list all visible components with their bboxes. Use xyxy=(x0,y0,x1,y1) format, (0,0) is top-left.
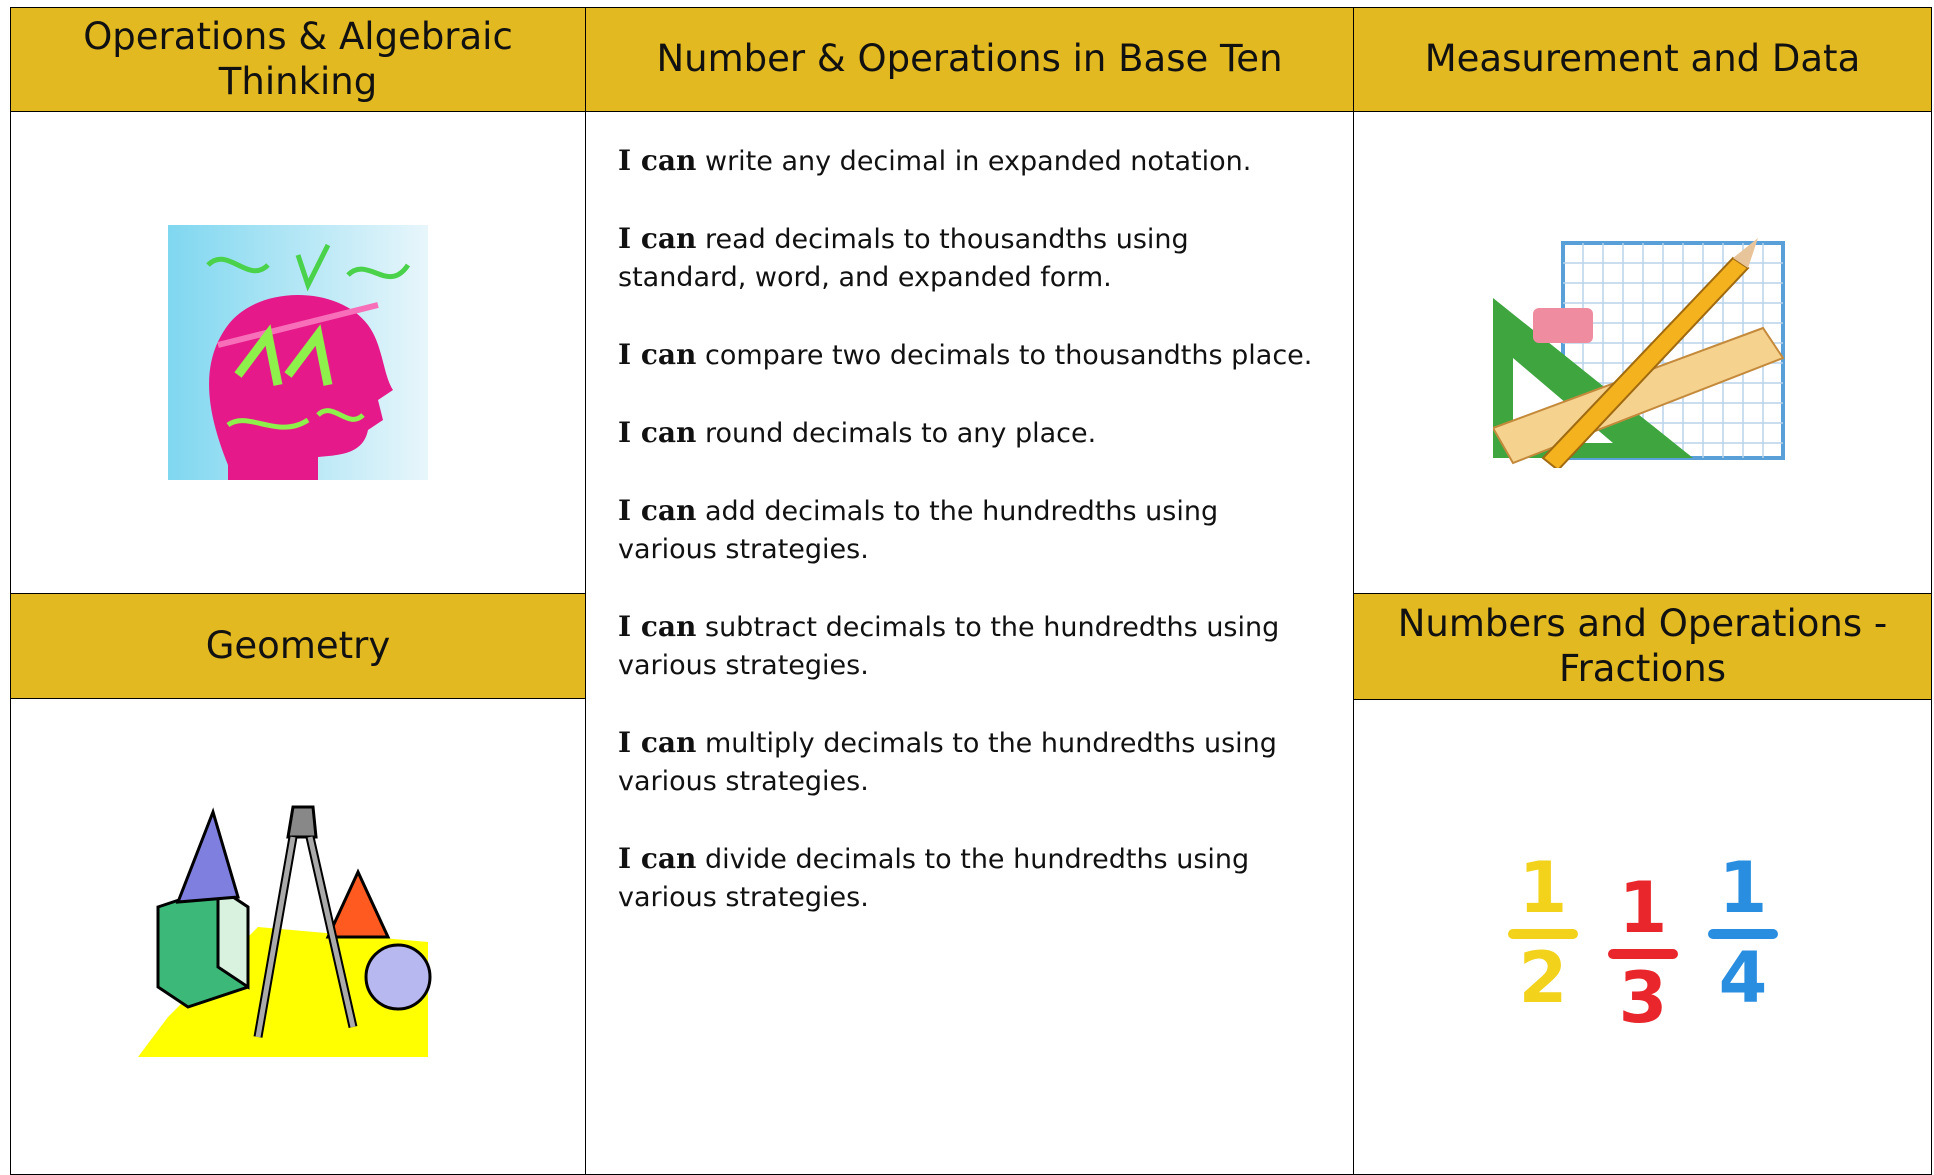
statement: I can subtract decimals to the hundredth… xyxy=(618,608,1323,685)
fraction-numerator: 1 xyxy=(1518,847,1567,929)
statement-text: multiply decimals to the hundredths usin… xyxy=(618,728,1277,797)
statement-text: write any decimal in expanded notation. xyxy=(705,146,1252,177)
statement-text: add decimals to the hundredths using var… xyxy=(618,496,1219,565)
fraction-bar xyxy=(1707,929,1778,939)
statement-text: read decimals to thousandths using stand… xyxy=(618,224,1189,293)
statement: I can divide decimals to the hundredths … xyxy=(618,840,1323,917)
statement: I can read decimals to thousandths using… xyxy=(618,220,1323,297)
header-cell: Measurement and Data xyxy=(1353,7,1932,112)
fraction-bar xyxy=(1607,949,1678,959)
statement: I can add decimals to the hundredths usi… xyxy=(618,492,1323,569)
image-cell xyxy=(10,698,586,1175)
statement-lead: I can xyxy=(618,726,697,759)
header-cell: Number & Operations in Base Ten xyxy=(585,7,1354,112)
statements-cell: I can write any decimal in expanded nota… xyxy=(585,111,1354,1175)
statement-lead: I can xyxy=(618,842,697,875)
statement-lead: I can xyxy=(618,144,697,177)
image-cell xyxy=(1353,111,1932,594)
statement-lead: I can xyxy=(618,610,697,643)
math-head-image xyxy=(168,225,428,480)
statement-lead: I can xyxy=(618,494,697,527)
header-cell: Geometry xyxy=(10,593,586,699)
measurement-image xyxy=(1492,237,1785,468)
statement: I can multiply decimals to the hundredth… xyxy=(618,724,1323,801)
statement: I can compare two decimals to thousandth… xyxy=(618,336,1323,375)
header-cell: Operations & Algebraic Thinking xyxy=(10,7,586,112)
statement-text: divide decimals to the hundredths using … xyxy=(618,844,1250,913)
fraction-denominator: 3 xyxy=(1618,957,1667,1037)
fraction-numerator: 1 xyxy=(1718,847,1767,929)
statement: I can round decimals to any place. xyxy=(618,414,1323,453)
statement-text: compare two decimals to thousandths plac… xyxy=(705,340,1313,371)
statement-lead: I can xyxy=(618,416,697,449)
statement-text: round decimals to any place. xyxy=(705,418,1097,449)
statement-text: subtract decimals to the hundredths usin… xyxy=(618,612,1280,681)
geometry-image xyxy=(138,805,432,1057)
header-cell: Numbers and Operations - Fractions xyxy=(1353,593,1932,700)
statement: I can write any decimal in expanded nota… xyxy=(618,142,1323,181)
fraction-bar xyxy=(1507,929,1578,939)
image-cell xyxy=(10,111,586,594)
fraction-denominator: 2 xyxy=(1518,937,1567,1019)
fraction-numerator: 1 xyxy=(1618,867,1667,949)
statement-lead: I can xyxy=(618,222,697,255)
statement-lead: I can xyxy=(618,338,697,371)
fraction-denominator: 4 xyxy=(1718,937,1767,1019)
